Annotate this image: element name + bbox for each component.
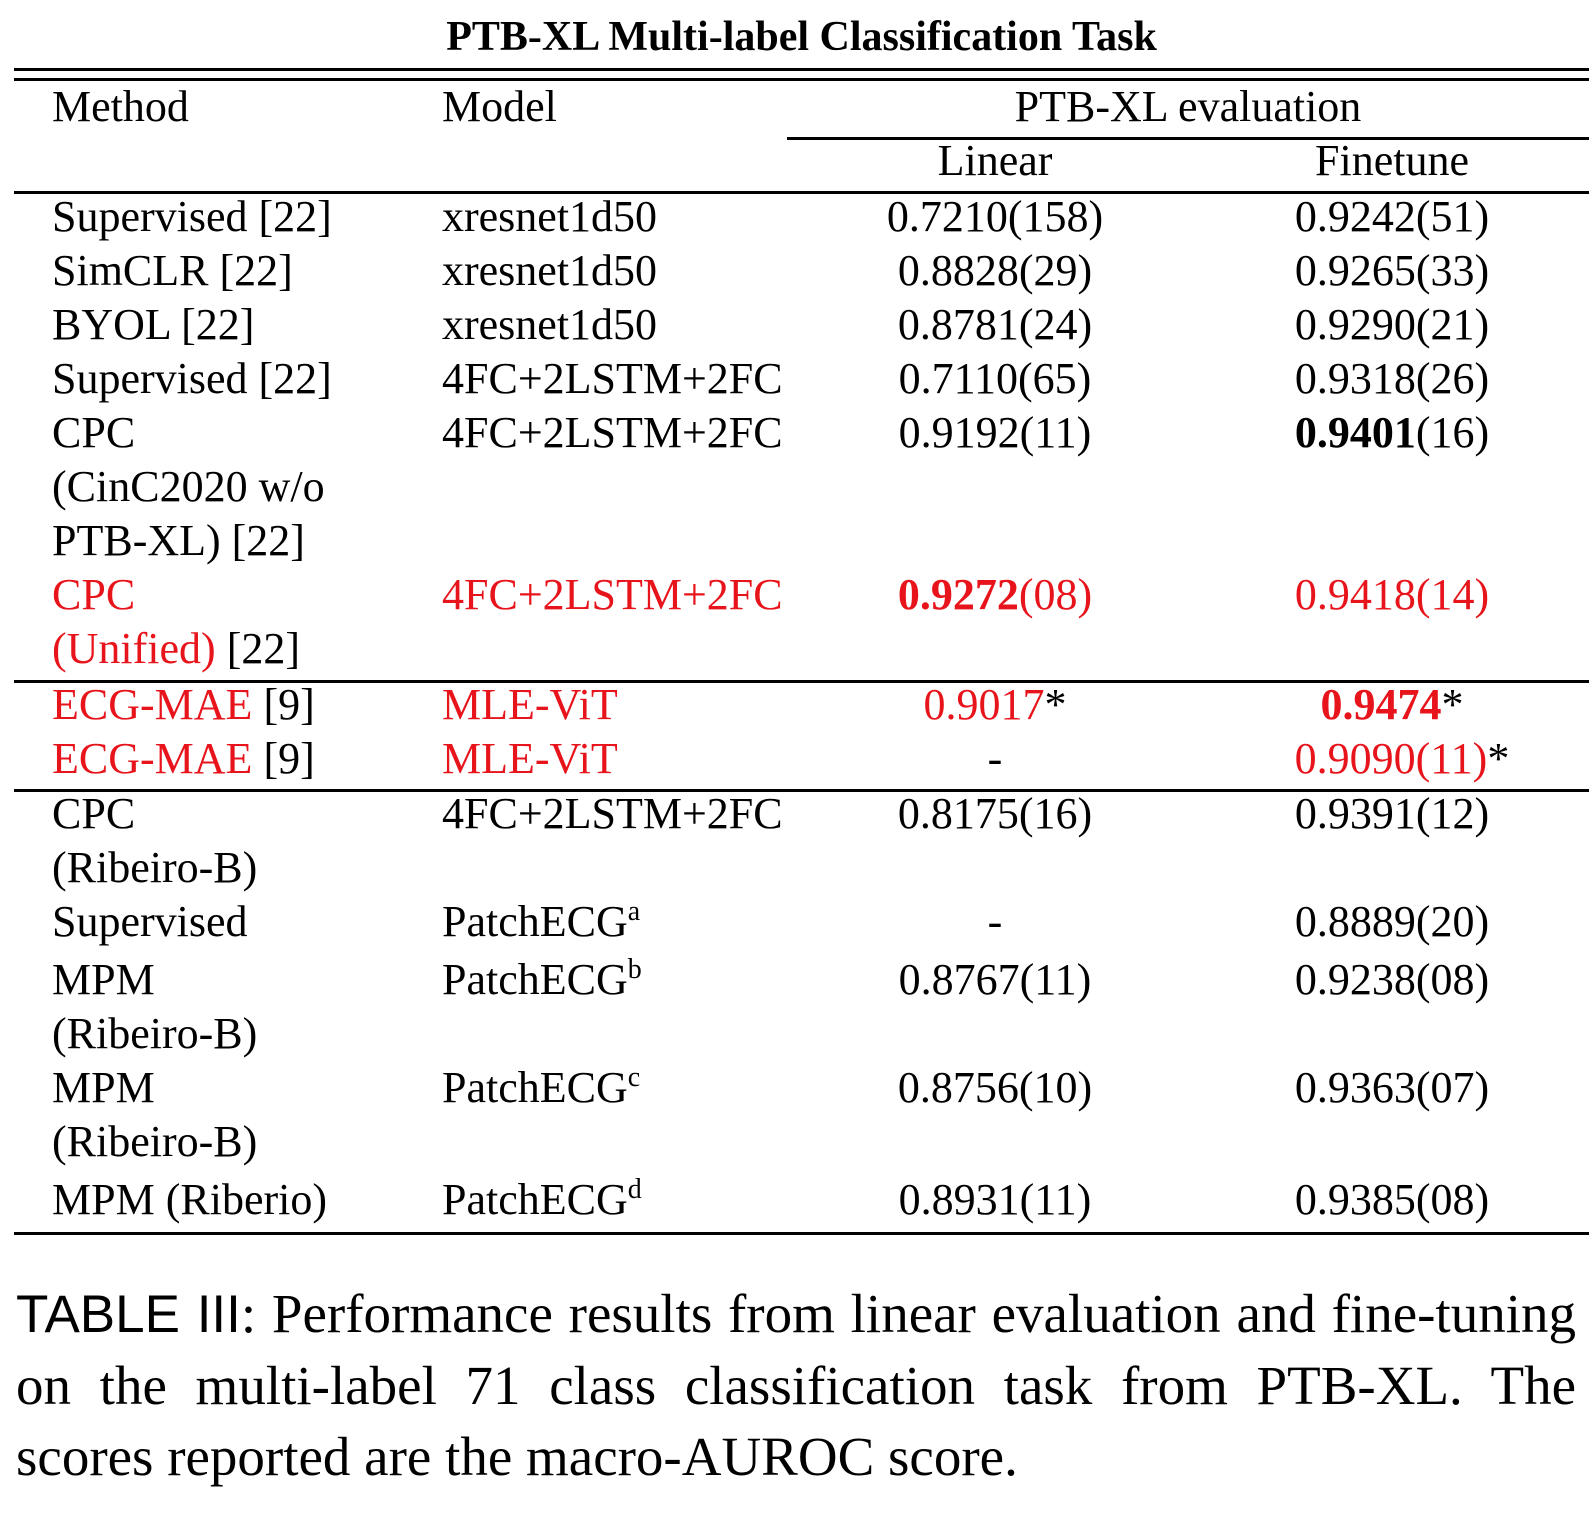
method-citation: [9] [263, 734, 315, 783]
table-cell-method: Supervised [22] [52, 354, 332, 403]
model-name: PatchECG [442, 955, 628, 1004]
caption-label: TABLE III [16, 1285, 241, 1344]
table-cell-linear: 0.8175(16) [897, 789, 1093, 838]
header-rule [14, 191, 1589, 194]
footnote-mark: b [627, 954, 642, 985]
caption-text: : Performance results from linear evalua… [16, 1283, 1576, 1487]
table-cell-method-line2: (Ribeiro-B) [52, 843, 258, 892]
score: 0.9090(11) [1294, 734, 1488, 783]
table-cell-linear: 0.8767(11) [898, 955, 1092, 1004]
table-cell-method-line2: (Ribeiro-B) [52, 1117, 258, 1166]
table-cell-method: CPC [52, 789, 136, 838]
table-cell-method: Supervised [22] [52, 192, 332, 241]
method-name: ECG-MAE [52, 680, 253, 729]
footnote-mark: c [627, 1062, 641, 1093]
table-cell-model: xresnet1d50 [442, 300, 658, 349]
table-cell-method: ECG-MAE [9] [52, 734, 315, 784]
table-cell-linear: 0.7110(65) [898, 354, 1092, 403]
score-std: (08) [1018, 570, 1093, 619]
best-score: 0.9401 [1294, 408, 1416, 457]
table-cell-model: MLE-ViT [442, 680, 618, 729]
table-cell-linear: 0.8931(11) [898, 1175, 1092, 1224]
score: 0.9017 [923, 680, 1045, 729]
table-caption: TABLE III: Performance results from line… [16, 1278, 1576, 1492]
table-cell-linear: 0.8828(29) [897, 246, 1093, 295]
table-cell-model: PatchECGa [442, 897, 640, 947]
table-cell-method: CPC [52, 570, 136, 619]
table-cell-finetune: 0.9363(07) [1294, 1063, 1490, 1112]
header-linear: Linear [937, 136, 1053, 185]
table-cell-method: BYOL [22] [52, 300, 255, 349]
table-cell-model: PatchECGd [442, 1175, 642, 1225]
mid-rule-2 [14, 789, 1589, 792]
reported-mark: * [1441, 680, 1464, 729]
table-cell-method: MPM (Riberio) [52, 1175, 327, 1224]
table-cell-model: 4FC+2LSTM+2FC [442, 570, 783, 619]
table-cell-linear: - [987, 897, 1003, 946]
top-rule-1 [14, 68, 1589, 71]
table-cell-model: xresnet1d50 [442, 246, 658, 295]
table-cell-finetune: 0.9401(16) [1195, 408, 1589, 458]
table-cell-linear: 0.8781(24) [897, 300, 1093, 349]
table-cell-finetune: 0.9418(14) [1294, 570, 1490, 619]
table-cell-linear: 0.9192(11) [898, 408, 1092, 457]
table-cell-finetune: 0.9242(51) [1294, 192, 1490, 241]
table-title: PTB-XL Multi-label Classification Task [446, 14, 1157, 60]
model-name: PatchECG [442, 897, 628, 946]
table-cell-method-line2: (CinC2020 w/o [52, 462, 325, 511]
table-cell-model: MLE-ViT [442, 734, 618, 783]
table-cell-linear: 0.9272(08) [790, 570, 1200, 620]
table-cell-model: 4FC+2LSTM+2FC [442, 789, 783, 838]
table-cell-model: 4FC+2LSTM+2FC [442, 408, 783, 457]
table-cell-linear: 0.9017* [790, 680, 1200, 730]
method-name: ECG-MAE [52, 734, 253, 783]
table-cell-finetune: 0.9385(08) [1294, 1175, 1490, 1224]
table-cell-finetune: 0.9265(33) [1294, 246, 1490, 295]
top-rule-2 [14, 78, 1589, 81]
table-cell-method: SimCLR [22] [52, 246, 293, 295]
table-cell-method: MPM [52, 1063, 155, 1112]
footnote-mark: a [627, 896, 641, 927]
method-citation: [9] [263, 680, 315, 729]
table-cell-finetune: 0.9391(12) [1294, 789, 1490, 838]
header-group: PTB-XL evaluation [1014, 82, 1362, 131]
table-cell-linear: - [987, 734, 1003, 783]
score-std: (16) [1415, 408, 1490, 457]
reported-mark: * [1044, 680, 1067, 729]
header-finetune: Finetune [1315, 136, 1469, 185]
table-cell-linear: 0.7210(158) [886, 192, 1104, 241]
best-score: 0.9272 [897, 570, 1019, 619]
method-citation: [22] [226, 624, 301, 673]
model-name: PatchECG [442, 1175, 628, 1224]
mid-rule-1 [14, 680, 1589, 683]
table-cell-linear: 0.8756(10) [897, 1063, 1093, 1112]
table-cell-model: 4FC+2LSTM+2FC [442, 354, 783, 403]
table-cell-finetune: 0.9238(08) [1294, 955, 1490, 1004]
table-cell-method-line2: (Unified) [22] [52, 624, 300, 674]
table-cell-finetune: 0.8889(20) [1294, 897, 1490, 946]
model-name: PatchECG [442, 1063, 628, 1112]
reported-mark: * [1487, 734, 1510, 783]
table-cell-method: CPC [52, 408, 136, 457]
table-cell-method: Supervised [52, 897, 248, 946]
table-cell-method-line3: PTB-XL) [22] [52, 516, 305, 565]
table-cell-model: PatchECGc [442, 1063, 640, 1113]
table-cell-method: ECG-MAE [9] [52, 680, 315, 730]
table-cell-finetune: 0.9290(21) [1294, 300, 1490, 349]
best-score: 0.9474 [1320, 680, 1442, 729]
header-method: Method [52, 82, 189, 131]
table-cell-model: PatchECGb [442, 955, 642, 1005]
group-rule [787, 137, 1589, 140]
table-cell-method: MPM [52, 955, 155, 1004]
table-cell-method-line2: (Ribeiro-B) [52, 1009, 258, 1058]
method-variant: (Unified) [52, 624, 216, 673]
table-cell-finetune: 0.9318(26) [1294, 354, 1490, 403]
footnote-mark: d [627, 1174, 642, 1205]
table-cell-finetune: 0.9474* [1195, 680, 1589, 730]
header-model: Model [442, 82, 557, 131]
table-cell-finetune: 0.9090(11)* [1205, 734, 1596, 784]
table-cell-model: xresnet1d50 [442, 192, 658, 241]
bottom-rule [14, 1232, 1589, 1235]
